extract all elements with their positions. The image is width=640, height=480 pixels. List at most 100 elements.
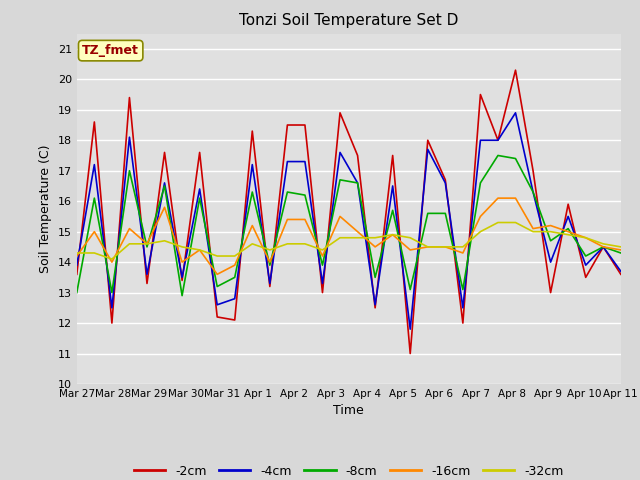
-8cm [301, 192, 308, 198]
-8cm [389, 207, 397, 213]
-32cm [529, 229, 537, 235]
-8cm [179, 293, 186, 299]
Legend: -2cm, -4cm, -8cm, -16cm, -32cm: -2cm, -4cm, -8cm, -16cm, -32cm [129, 460, 568, 480]
-32cm [108, 256, 116, 262]
-4cm [336, 150, 344, 156]
-32cm [161, 238, 168, 244]
-8cm [319, 262, 326, 268]
-2cm [196, 150, 204, 156]
-4cm [354, 180, 362, 186]
-2cm [442, 177, 449, 183]
-32cm [213, 253, 221, 259]
-2cm [90, 119, 98, 125]
-2cm [600, 244, 607, 250]
X-axis label: Time: Time [333, 405, 364, 418]
-8cm [336, 177, 344, 183]
-16cm [459, 250, 467, 256]
-2cm [564, 201, 572, 207]
-16cm [336, 214, 344, 219]
-16cm [406, 247, 414, 253]
-4cm [284, 159, 291, 165]
-32cm [494, 220, 502, 226]
-8cm [442, 211, 449, 216]
-2cm [301, 122, 308, 128]
-16cm [179, 259, 186, 265]
-16cm [564, 229, 572, 235]
-2cm [354, 153, 362, 158]
-4cm [459, 305, 467, 311]
-32cm [125, 241, 133, 247]
Line: -32cm: -32cm [77, 223, 621, 259]
-4cm [319, 281, 326, 287]
-2cm [494, 137, 502, 143]
-4cm [108, 305, 116, 311]
-16cm [213, 271, 221, 277]
-8cm [196, 195, 204, 201]
-4cm [248, 162, 256, 168]
-32cm [459, 244, 467, 250]
-4cm [125, 134, 133, 140]
-4cm [266, 281, 274, 287]
-8cm [213, 284, 221, 289]
-8cm [125, 168, 133, 174]
-16cm [108, 259, 116, 265]
Title: Tonzi Soil Temperature Set D: Tonzi Soil Temperature Set D [239, 13, 458, 28]
-16cm [617, 247, 625, 253]
-8cm [477, 180, 484, 186]
-32cm [564, 232, 572, 238]
-2cm [617, 271, 625, 277]
-2cm [477, 92, 484, 97]
-4cm [617, 268, 625, 274]
-2cm [389, 153, 397, 158]
-4cm [582, 262, 589, 268]
-32cm [442, 244, 449, 250]
-8cm [494, 153, 502, 158]
-4cm [564, 214, 572, 219]
-4cm [371, 302, 379, 308]
-4cm [477, 137, 484, 143]
-32cm [284, 241, 291, 247]
-8cm [143, 244, 151, 250]
-2cm [459, 320, 467, 326]
-32cm [406, 235, 414, 240]
-4cm [600, 244, 607, 250]
-4cm [301, 159, 308, 165]
-16cm [248, 223, 256, 228]
-16cm [73, 253, 81, 259]
-32cm [319, 247, 326, 253]
-32cm [231, 253, 239, 259]
-16cm [301, 216, 308, 222]
-4cm [547, 259, 554, 265]
-2cm [248, 128, 256, 134]
-2cm [511, 67, 519, 73]
-2cm [336, 110, 344, 116]
-16cm [354, 229, 362, 235]
-16cm [600, 244, 607, 250]
-4cm [73, 262, 81, 268]
-8cm [248, 189, 256, 195]
-2cm [143, 281, 151, 287]
-16cm [389, 232, 397, 238]
-32cm [371, 235, 379, 240]
-16cm [90, 229, 98, 235]
-4cm [424, 146, 431, 152]
Text: TZ_fmet: TZ_fmet [82, 44, 139, 57]
-32cm [336, 235, 344, 240]
-16cm [424, 244, 431, 250]
-8cm [564, 226, 572, 231]
-8cm [90, 195, 98, 201]
-32cm [582, 235, 589, 240]
-2cm [284, 122, 291, 128]
-32cm [179, 244, 186, 250]
-4cm [161, 180, 168, 186]
-2cm [266, 284, 274, 289]
Line: -8cm: -8cm [77, 156, 621, 296]
Y-axis label: Soil Temperature (C): Soil Temperature (C) [39, 144, 52, 273]
-32cm [477, 229, 484, 235]
-32cm [354, 235, 362, 240]
-2cm [213, 314, 221, 320]
-16cm [161, 204, 168, 210]
-16cm [547, 223, 554, 228]
-2cm [161, 150, 168, 156]
-4cm [529, 189, 537, 195]
